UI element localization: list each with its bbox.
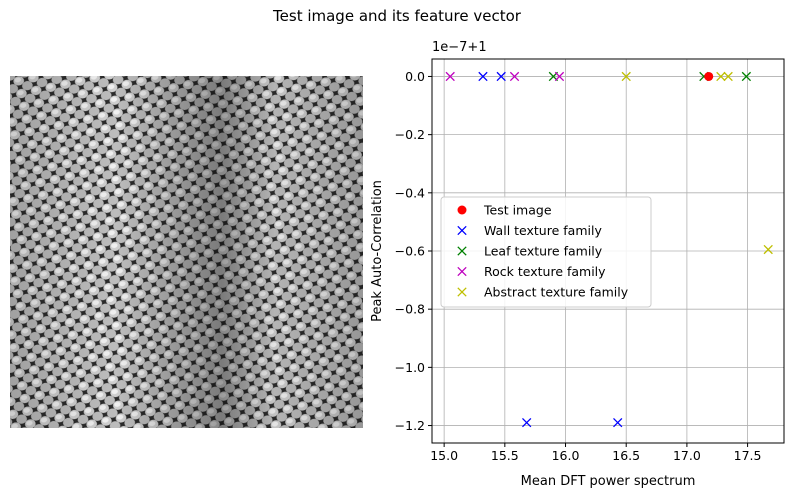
y-tick-label: −1.0 bbox=[395, 360, 425, 375]
x-tick-label: 16.0 bbox=[552, 448, 580, 463]
data-point bbox=[704, 71, 714, 81]
data-point bbox=[621, 71, 631, 82]
test-texture-image bbox=[10, 76, 363, 428]
data-point bbox=[445, 71, 455, 82]
y-tick-label: 0.0 bbox=[405, 69, 425, 84]
data-point bbox=[554, 71, 565, 82]
legend-marker bbox=[457, 205, 467, 215]
legend-label: Wall texture family bbox=[484, 223, 602, 238]
y-axis-offset-label: 1e−7+1 bbox=[432, 40, 487, 55]
data-point bbox=[723, 71, 733, 82]
y-tick-label: −0.4 bbox=[395, 185, 425, 200]
data-point bbox=[522, 417, 532, 428]
legend-marker bbox=[457, 225, 467, 236]
legend-marker bbox=[457, 246, 467, 256]
legend-label: Abstract texture family bbox=[484, 285, 629, 300]
x-tick-label: 15.0 bbox=[430, 448, 458, 463]
figure-title: Test image and its feature vector bbox=[273, 7, 521, 25]
data-point bbox=[716, 71, 726, 82]
x-axis-label: Mean DFT power spectrum bbox=[521, 474, 696, 489]
data-point bbox=[509, 71, 520, 82]
legend-label: Test image bbox=[483, 203, 552, 218]
data-point bbox=[763, 244, 773, 255]
y-tick-label: −0.2 bbox=[395, 127, 425, 142]
x-tick-label: 15.5 bbox=[491, 448, 519, 463]
x-tick-label: 17.5 bbox=[734, 448, 762, 463]
y-tick-label: −0.8 bbox=[395, 302, 425, 317]
legend-box bbox=[440, 196, 652, 308]
x-tick-label: 16.5 bbox=[612, 448, 640, 463]
legend: Test image Wall texture family Leaf textur… bbox=[440, 196, 652, 308]
x-tick-label: 17.0 bbox=[673, 448, 701, 463]
data-point bbox=[613, 417, 623, 428]
y-tick-label: −0.6 bbox=[395, 244, 425, 259]
data-point bbox=[496, 71, 506, 82]
y-tick-label: −1.2 bbox=[395, 418, 425, 433]
legend-label: Leaf texture family bbox=[484, 244, 603, 259]
y-axis-label: Peak Auto-Correlation bbox=[370, 180, 385, 322]
data-point bbox=[478, 71, 488, 82]
legend-marker bbox=[457, 266, 467, 277]
legend-label: Rock texture family bbox=[484, 264, 606, 279]
data-point bbox=[741, 71, 752, 82]
legend-marker bbox=[457, 287, 467, 297]
